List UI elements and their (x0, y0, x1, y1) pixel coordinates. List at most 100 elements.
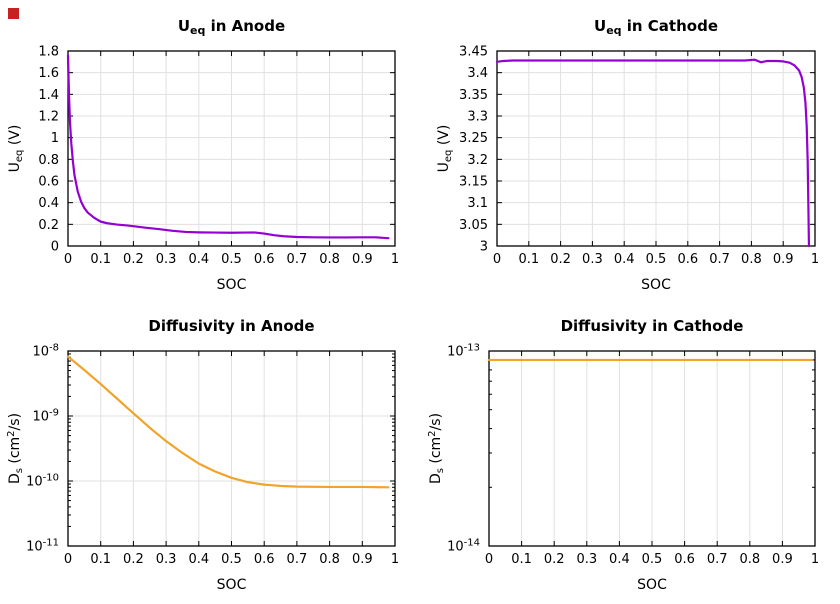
x-tick-label: 0.7 (709, 252, 730, 267)
x-tick-label: 0.5 (221, 252, 242, 267)
y-axis-label: Ds (cm2/s) (6, 413, 25, 484)
plot-frame (488, 350, 816, 547)
x-tick-label: 0.7 (287, 252, 308, 267)
diffusivity-cathode-svg: 0 0.1 0.2 0.3 0.4 0.5 0.6 0.7 0.8 0.9 1 10-14 10-13 D… (427, 317, 819, 593)
y-tick-label: 3.25 (459, 131, 488, 146)
x-tick-label: 0.8 (319, 552, 340, 567)
x-tick-label: 0 (493, 252, 501, 267)
y-tick-label: 3.4 (467, 66, 488, 81)
y-axis-label: Ds (cm2/s) (427, 413, 446, 484)
y-tick-label: 1.6 (38, 66, 59, 81)
y-axis-label: Ueq (V) (7, 125, 25, 173)
y-axis-label: Ueq (V) (436, 125, 454, 173)
plot-frame (496, 50, 816, 247)
y-tick-label: 0.2 (38, 218, 59, 233)
x-tick-label: 0.9 (352, 252, 373, 267)
x-axis-label: SOC (217, 577, 247, 593)
x-axis-label: SOC (641, 277, 671, 293)
ueq-cathode-svg: 0 0.1 0.2 0.3 0.4 0.5 0.6 0.7 0.8 0.9 1 3 3.05 3.1 3.1… (436, 17, 819, 293)
x-tick-label: 0.3 (156, 552, 177, 567)
y-tick-label: 3.1 (467, 196, 488, 211)
x-tick-label: 0.1 (90, 552, 111, 567)
gridlines (497, 51, 815, 246)
x-tick-label: 0.1 (90, 252, 111, 267)
gridlines (68, 351, 395, 546)
y-tick-label: 1.8 (38, 45, 59, 60)
x-tick-label: 0.4 (188, 552, 209, 567)
x-tick-label: 0.8 (739, 552, 760, 567)
x-tick-label: 0.7 (287, 552, 308, 567)
gridlines (68, 51, 395, 246)
x-tick-label: 0.3 (156, 252, 177, 267)
x-tick-label: 0.8 (319, 252, 340, 267)
x-tick-label: 0.9 (773, 252, 794, 267)
y-tick-label: 3.2 (467, 153, 488, 168)
x-tick-label: 0.3 (582, 252, 603, 267)
y-tick-label: 0 (51, 240, 59, 255)
y-tick-label: 3.05 (459, 218, 488, 233)
plot-frame (67, 50, 396, 247)
y-tick-label: 1 (51, 131, 59, 146)
y-tick-label: 3.3 (467, 110, 488, 125)
chart-diffusivity-anode: 0 0.1 0.2 0.3 0.4 0.5 0.6 0.7 0.8 0.9 1 10-11 10-10 1… (0, 300, 420, 600)
x-tick-label: 0.9 (772, 552, 793, 567)
x-tick-label: 0 (64, 252, 72, 267)
x-tick-label: 0.4 (614, 252, 635, 267)
x-tick-label: 0.5 (642, 552, 663, 567)
chart-title: Diffusivity in Cathode (561, 317, 744, 335)
plot-frame (67, 350, 396, 547)
chart-ueq-cathode: 0 0.1 0.2 0.3 0.4 0.5 0.6 0.7 0.8 0.9 1 3 3.05 3.1 3.1… (420, 0, 840, 300)
chart-title: Diffusivity in Anode (148, 317, 314, 335)
y-tick-label: 10-14 (447, 538, 480, 555)
y-tick-label: 1.2 (38, 110, 59, 125)
x-tick-label: 0.3 (576, 552, 597, 567)
x-tick-label: 0.2 (550, 252, 571, 267)
x-tick-label: 0.6 (677, 252, 698, 267)
y-tick-label: 10-11 (26, 538, 59, 555)
x-tick-label: 0.2 (544, 552, 565, 567)
y-tick-label: 10-13 (447, 343, 480, 360)
chart-diffusivity-cathode: 0 0.1 0.2 0.3 0.4 0.5 0.6 0.7 0.8 0.9 1 10-14 10-13 D… (420, 300, 840, 600)
x-tick-label: 0.7 (707, 552, 728, 567)
y-tick-label: 10-8 (32, 343, 59, 360)
x-tick-label: 0.5 (221, 552, 242, 567)
ueq-anode-svg: 0 0.1 0.2 0.3 0.4 0.5 0.6 0.7 0.8 0.9 1 0 0.2 0.4 0.6 0… (7, 17, 399, 293)
x-tick-label: 0.8 (741, 252, 762, 267)
series-line (66, 54, 390, 240)
axis-labels: 0 0.1 0.2 0.3 0.4 0.5 0.6 0.7 0.8 0.9 1 10-14 10-13 D… (427, 317, 819, 593)
chart-title: Ueq in Anode (178, 17, 285, 37)
y-tick-label: 3 (480, 240, 488, 255)
y-tick-label: 0.4 (38, 196, 59, 211)
x-tick-label: 0.6 (254, 252, 275, 267)
y-tick-label: 3.15 (459, 175, 488, 190)
x-tick-label: 0.4 (188, 252, 209, 267)
x-tick-label: 0.6 (674, 552, 695, 567)
gridlines (521, 351, 783, 546)
x-tick-label: 0 (485, 552, 493, 567)
x-tick-label: 1 (811, 252, 819, 267)
chart-title: Ueq in Cathode (594, 17, 718, 37)
x-tick-label: 0 (64, 552, 72, 567)
y-tick-label: 3.35 (459, 88, 488, 103)
x-axis-label: SOC (217, 277, 247, 293)
x-tick-label: 1 (811, 552, 819, 567)
series-line (495, 58, 811, 248)
x-axis-label: SOC (637, 577, 667, 593)
series-line (66, 355, 390, 489)
axis-labels: 0 0.1 0.2 0.3 0.4 0.5 0.6 0.7 0.8 0.9 1 3 3.05 3.1 3.1… (436, 17, 819, 293)
x-tick-label: 0.9 (352, 552, 373, 567)
x-tick-label: 0.1 (518, 252, 539, 267)
axis-labels: 0 0.1 0.2 0.3 0.4 0.5 0.6 0.7 0.8 0.9 1 0 0.2 0.4 0.6 0… (7, 17, 399, 293)
y-tick-label: 0.6 (38, 175, 59, 190)
x-tick-label: 0.2 (123, 252, 144, 267)
y-tick-label: 10-10 (26, 473, 59, 490)
x-tick-label: 0.5 (646, 252, 667, 267)
diffusivity-anode-svg: 0 0.1 0.2 0.3 0.4 0.5 0.6 0.7 0.8 0.9 1 10-11 10-10 1… (6, 317, 399, 593)
x-tick-label: 1 (391, 252, 399, 267)
x-tick-label: 0.1 (511, 552, 532, 567)
y-tick-label: 0.8 (38, 153, 59, 168)
x-tick-label: 0.6 (254, 552, 275, 567)
x-tick-label: 0.2 (123, 552, 144, 567)
